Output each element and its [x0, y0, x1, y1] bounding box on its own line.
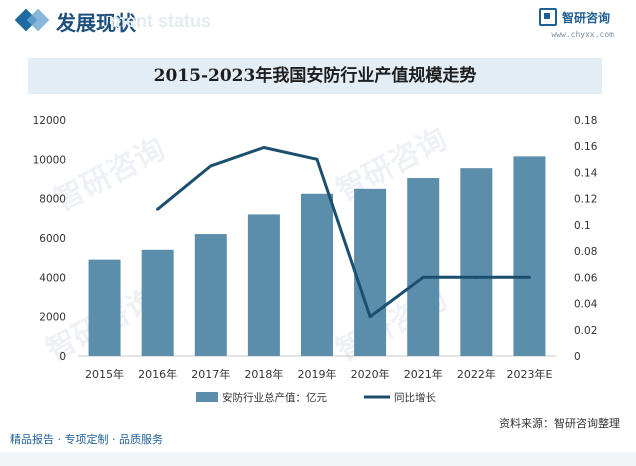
x-tick-label: 2021年: [404, 367, 443, 381]
y-right-tick-label: 0.04: [574, 299, 598, 311]
y-right-tick-label: 0.06: [574, 272, 598, 284]
x-tick-label: 2020年: [351, 367, 390, 381]
y-right-tick-label: 0.1: [574, 220, 591, 232]
y-left-tick-label: 2000: [39, 312, 66, 324]
growth-point: [209, 164, 213, 168]
footer-services: 精品报告 · 专项定制 · 品质服务: [10, 433, 163, 446]
x-tick-label: 2016年: [138, 367, 177, 381]
y-right-tick-label: 0.08: [574, 246, 597, 258]
bar: [247, 214, 280, 356]
chart-title-band: 2015-2023年我国安防行业产值规模走势: [28, 58, 602, 94]
x-tick-label: 2023年E: [506, 367, 552, 381]
bar: [407, 178, 440, 356]
growth-point: [315, 157, 319, 161]
bar: [513, 156, 546, 356]
bar: [88, 259, 121, 356]
source-note: 资料来源：智研咨询整理: [499, 417, 620, 430]
brand-name: 智研咨询: [561, 10, 610, 25]
y-right-tick-label: 0.12: [574, 194, 597, 206]
header: 发展现状 ment status 智研咨询 www.chyxx.com: [0, 0, 636, 46]
y-right-tick-label: 0.16: [574, 141, 598, 153]
y-left-tick-label: 12000: [33, 115, 66, 127]
bar: [354, 188, 387, 356]
x-tick-label: 2022年: [457, 367, 496, 381]
chart-title: 2015-2023年我国安防行业产值规模走势: [153, 66, 477, 86]
growth-point: [368, 315, 372, 319]
section-title: 发展现状: [56, 11, 136, 35]
growth-point: [156, 207, 160, 211]
legend-label: 安防行业总产值：亿元: [222, 391, 327, 404]
y-right-tick-label: 0.14: [574, 167, 598, 179]
x-tick-label: 2017年: [191, 367, 230, 381]
growth-point: [527, 275, 531, 279]
footer-band: [0, 452, 636, 466]
growth-line: [156, 146, 530, 319]
y-left-tick-label: 4000: [39, 272, 66, 284]
brand: 智研咨询: [538, 8, 610, 26]
legend-bar-swatch: [196, 392, 218, 402]
x-tick-label: 2018年: [244, 367, 283, 381]
y-right-tick-label: 0.02: [574, 325, 597, 337]
y-left-tick-label: 8000: [39, 194, 66, 206]
y-left-tick-label: 10000: [33, 154, 66, 166]
x-tick-label: 2019年: [298, 367, 337, 381]
y-right-tick-label: 0: [574, 351, 581, 363]
bar: [194, 234, 227, 356]
growth-point: [421, 275, 425, 279]
growth-point: [262, 146, 266, 150]
brand-logo-icon: [538, 8, 557, 26]
legend-label: 同比增长: [394, 391, 436, 404]
y-right-tick-label: 0.18: [574, 115, 597, 127]
growth-point: [474, 275, 478, 279]
bar: [141, 249, 174, 356]
y-left-tick-label: 0: [59, 351, 66, 363]
x-tick-label: 2015年: [85, 367, 124, 381]
bar: [301, 193, 333, 356]
y-left-tick-label: 6000: [39, 233, 66, 245]
brand-url: www.chyxx.com: [551, 30, 614, 39]
bar: [460, 168, 493, 356]
section-subtitle-ghost: ment status: [110, 11, 212, 31]
